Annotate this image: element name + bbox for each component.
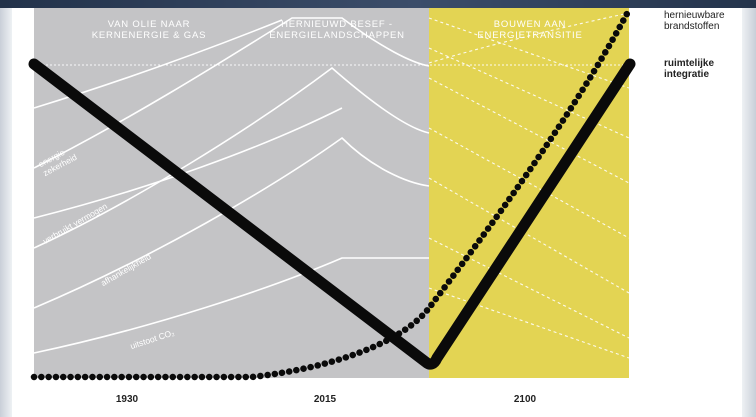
right-edge: [742, 8, 756, 417]
left-edge: [0, 8, 12, 417]
phase-1-line-1: VAN OLIE NAAR: [107, 19, 191, 30]
legend-spatial-integration: ruimtelijke integratie: [664, 58, 715, 80]
phase-3-line-1: BOUWEN AAN: [493, 19, 567, 30]
curve-energy-security: [33, 17, 430, 169]
diagram-frame: VAN OLIE NAAR KERNENERGIE & GAS HERNIEUW…: [12, 8, 742, 417]
phase-label-2: HERNIEUWD BESEF - ENERGIELANDSCHAPPEN: [242, 19, 432, 41]
timeline-2015: 2015: [313, 394, 337, 405]
phase-1-line-2: KERNENERGIE & GAS: [91, 30, 207, 41]
phase-label-1: VAN OLIE NAAR KERNENERGIE & GAS: [54, 19, 244, 41]
legend-renewable-fuels: hernieuwbare brandstoffen: [664, 10, 725, 32]
phase-label-3: BOUWEN AAN ENERGIETRANSITIE: [435, 19, 625, 41]
curve-purchasing-power: [33, 66, 430, 249]
white-curves: [33, 17, 430, 354]
energy-transition-diagram: [28, 8, 636, 381]
window-top-bar: [0, 0, 756, 8]
timeline-1930: 1930: [115, 394, 139, 405]
phase-3-line-2: ENERGIETRANSITIE: [477, 30, 583, 41]
curve-renewable-fuels: [30, 8, 634, 381]
phase-2-line-2: ENERGIELANDSCHAPPEN: [269, 30, 405, 41]
curve-spatial-integration: [28, 58, 636, 370]
dashed-grid: [34, 12, 630, 359]
phase-2-line-1: HERNIEUWD BESEF -: [281, 19, 393, 30]
curve-dependency: [33, 136, 430, 309]
timeline-2100: 2100: [513, 394, 537, 405]
